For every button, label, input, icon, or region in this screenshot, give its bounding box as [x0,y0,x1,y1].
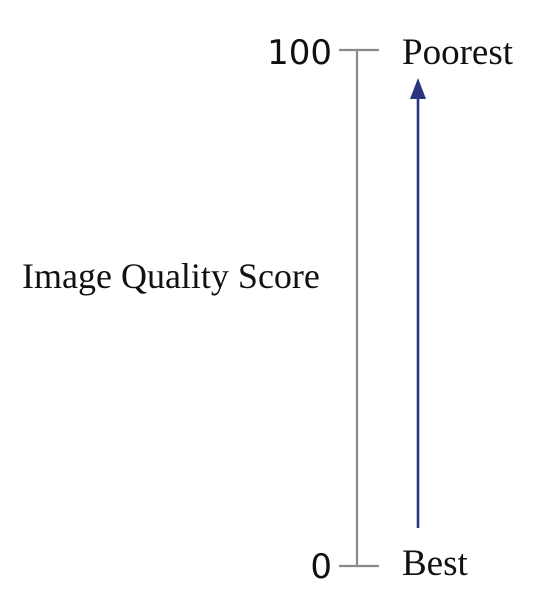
bottom-value-label: 0 [310,547,332,587]
bottom-description-label: Best [402,543,468,584]
scale-title: Image Quality Score [22,256,320,296]
direction-arrow-icon [410,78,426,528]
top-description-label: Poorest [402,32,513,73]
top-value-label: 100 [267,33,332,73]
